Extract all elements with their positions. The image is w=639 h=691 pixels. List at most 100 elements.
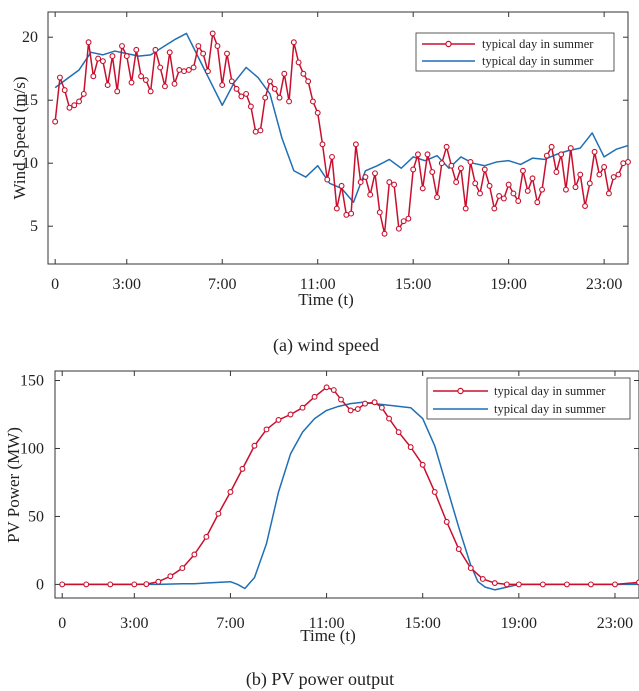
data-point (219, 82, 226, 89)
data-point (56, 74, 63, 81)
y-tick-label: 100 (20, 440, 44, 457)
data-point (71, 102, 78, 109)
data-point (472, 180, 479, 187)
data-point (215, 510, 222, 517)
data-point (252, 128, 259, 135)
data-point (503, 581, 510, 588)
data-point (152, 46, 159, 53)
data-point (510, 190, 517, 197)
legend: typical day in summer typical day in sum… (426, 377, 631, 420)
data-point (319, 141, 326, 148)
series-line-2 (62, 401, 639, 591)
data-point (179, 565, 186, 572)
data-point (85, 39, 92, 46)
data-point (367, 191, 374, 198)
data-point (76, 98, 82, 105)
data-point (166, 49, 173, 56)
data-point (128, 79, 135, 86)
data-point (271, 85, 278, 92)
x-tick-label: 3:00 (120, 615, 148, 632)
legend-label-series-2: typical day in summer (482, 54, 594, 68)
data-point (200, 50, 207, 57)
data-point (371, 399, 378, 406)
data-point (378, 404, 385, 411)
axis-ticks (55, 371, 639, 598)
data-point (395, 429, 402, 436)
data-point (357, 179, 364, 186)
legend-marker-series-1 (457, 387, 464, 395)
data-point (410, 166, 417, 173)
x-tick-label: 0 (51, 276, 59, 293)
data-point (233, 85, 240, 92)
data-point (142, 77, 149, 83)
legend-box (415, 32, 615, 72)
data-point (329, 153, 335, 160)
y-tick-label: 20 (22, 29, 38, 46)
x-tick-label: 7:00 (208, 276, 236, 293)
data-point (191, 551, 198, 558)
pv-power-chart: 0 3:00 7:00 11:00 15:00 19:00 23:00 050100150 … (4, 370, 639, 690)
data-point (109, 53, 116, 60)
data-point (500, 195, 507, 202)
legend-marker-series-1 (445, 40, 452, 48)
data-point (479, 576, 486, 582)
x-axis-label: Time (t) (298, 290, 354, 309)
data-point (496, 193, 503, 199)
data-point (143, 581, 150, 588)
data-point (612, 581, 618, 588)
data-point (239, 465, 246, 472)
x-tick-label: 15:00 (395, 276, 431, 293)
series-group (59, 384, 639, 591)
data-point (601, 164, 608, 170)
data-point (534, 199, 541, 206)
data-point (462, 205, 469, 212)
data-point (431, 489, 438, 495)
data-point (147, 88, 154, 95)
x-tick-label: 11:00 (300, 276, 336, 293)
y-tick-labels: 0 50 100 150 (20, 373, 44, 594)
data-point (486, 182, 493, 189)
data-point (224, 50, 230, 57)
data-point (267, 78, 273, 85)
data-point (591, 148, 598, 155)
x-tick-label: 11:00 (309, 615, 345, 632)
data-point (330, 387, 337, 393)
data-point (438, 160, 445, 167)
data-point (386, 179, 393, 186)
data-point (99, 58, 106, 65)
data-point (419, 185, 426, 192)
data-point (362, 174, 369, 181)
data-point (586, 180, 593, 187)
y-axis-label: PV Power (MW) (4, 427, 23, 543)
data-point (286, 98, 293, 105)
data-point (281, 70, 288, 77)
data-point (505, 181, 512, 188)
data-point (354, 406, 361, 413)
data-point (338, 182, 345, 189)
data-point (176, 67, 183, 73)
data-point (615, 171, 622, 178)
data-point (133, 46, 140, 53)
data-point (195, 43, 202, 49)
wind-speed-chart: 0 3:00 7:00 11:00 15:00 19:00 23:00 5 10 15 20 ty… (10, 11, 631, 356)
data-point (491, 580, 498, 586)
data-point (558, 151, 565, 158)
data-point (610, 174, 617, 181)
data-point (167, 573, 174, 580)
x-tick-label: 23:00 (597, 615, 633, 632)
x-tick-label: 15:00 (404, 615, 440, 632)
data-point (577, 171, 584, 178)
data-point (529, 175, 536, 182)
data-point (214, 43, 221, 49)
data-point (204, 68, 211, 75)
data-point (276, 94, 283, 101)
data-point (323, 384, 330, 391)
data-point (524, 187, 531, 194)
legend-box (426, 377, 631, 420)
data-point (405, 215, 412, 222)
data-point (477, 190, 483, 197)
data-point (66, 104, 73, 111)
x-tick-labels: 0 3:00 7:00 11:00 15:00 19:00 23:00 (51, 276, 622, 293)
data-point (61, 87, 68, 94)
